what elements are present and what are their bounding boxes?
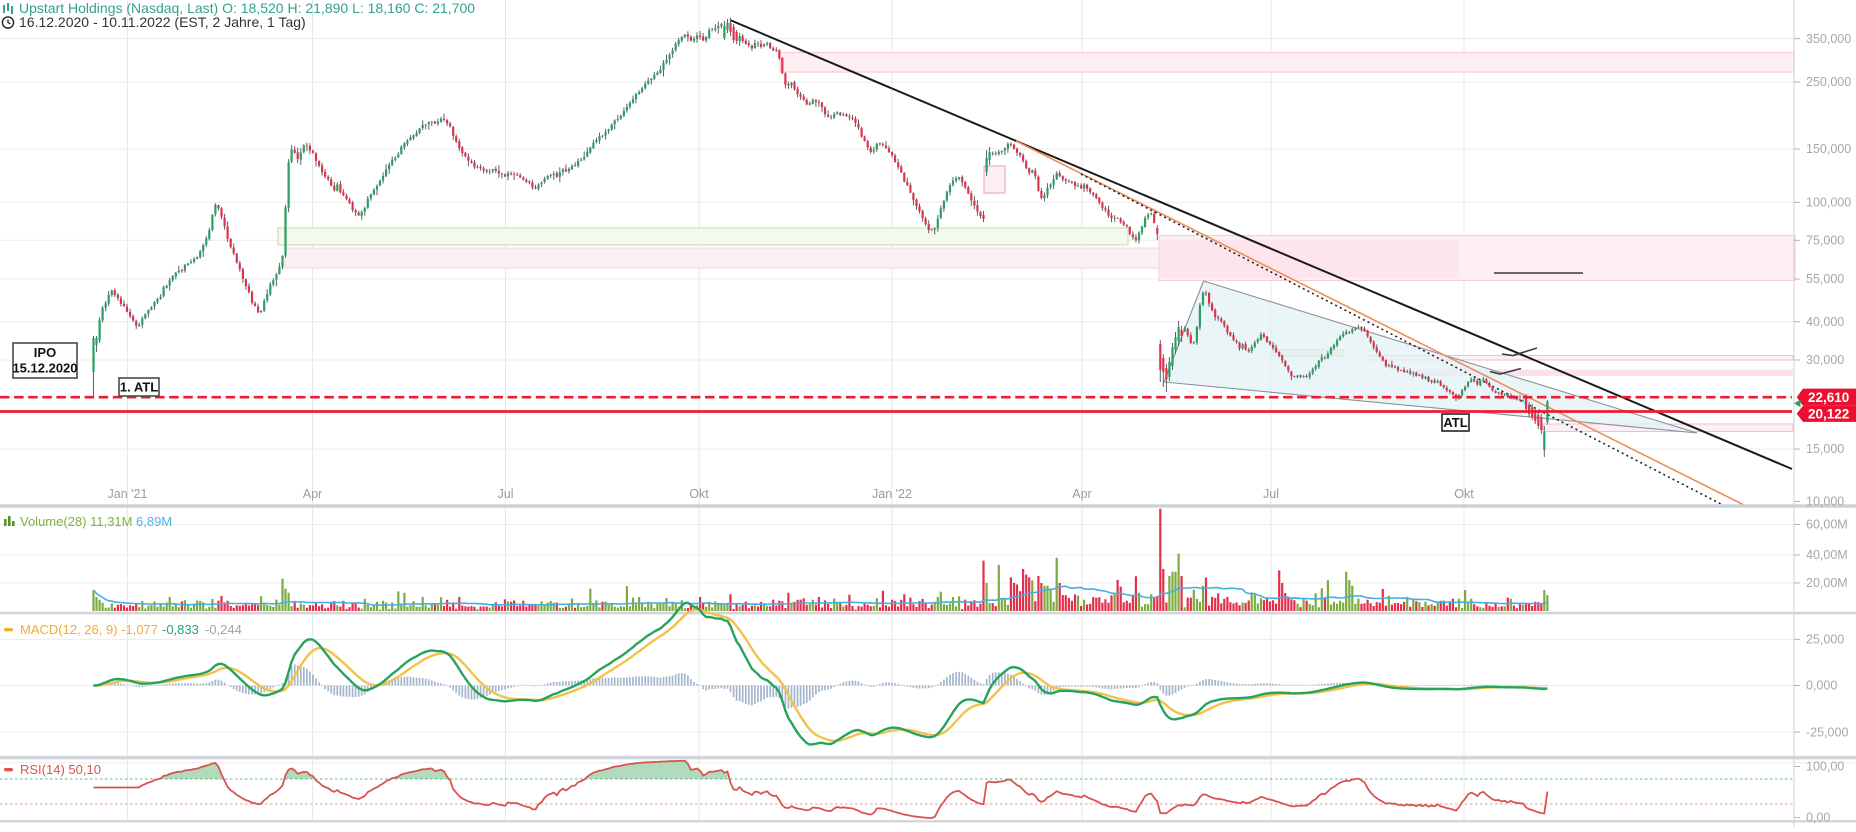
svg-text:Jan '22: Jan '22	[872, 487, 912, 501]
svg-text:Jul: Jul	[498, 487, 514, 501]
svg-text:20,122: 20,122	[1808, 407, 1849, 422]
svg-text:25,000: 25,000	[1806, 633, 1844, 647]
svg-text:16.12.2020 - 10.11.2022 (EST: 16.12.2020 - 10.11.2022 (EST, 2 Jahre, 1…	[19, 14, 306, 30]
svg-text:-0,244: -0,244	[205, 622, 242, 637]
svg-text:Upstart Holdings (Nasdaq, Last: Upstart Holdings (Nasdaq, Last) O: 18,52…	[19, 0, 475, 16]
svg-text:10,000: 10,000	[1806, 495, 1844, 509]
svg-text:22,610: 22,610	[1808, 390, 1849, 405]
svg-text:20,00M: 20,00M	[1806, 576, 1848, 590]
svg-text:6,89M: 6,89M	[136, 514, 172, 529]
svg-text:Okt: Okt	[689, 487, 709, 501]
svg-text:MACD(12, 26, 9) -1,077: MACD(12, 26, 9) -1,077	[20, 622, 158, 637]
svg-text:RSI(14) 50,10: RSI(14) 50,10	[20, 762, 101, 777]
svg-text:250,000: 250,000	[1806, 75, 1851, 89]
svg-text:150,000: 150,000	[1806, 142, 1851, 156]
svg-text:-0,833: -0,833	[162, 622, 199, 637]
svg-text:0,00: 0,00	[1806, 811, 1830, 825]
svg-text:60,00M: 60,00M	[1806, 518, 1848, 532]
svg-text:30,000: 30,000	[1806, 353, 1844, 367]
svg-text:1. ATL: 1. ATL	[120, 380, 158, 395]
svg-text:IPO: IPO	[34, 345, 56, 360]
svg-text:0,000: 0,000	[1806, 679, 1837, 693]
svg-text:Apr: Apr	[303, 487, 322, 501]
svg-text:100,00: 100,00	[1806, 760, 1844, 774]
svg-text:Okt: Okt	[1454, 487, 1474, 501]
svg-text:100,000: 100,000	[1806, 196, 1851, 210]
svg-text:40,00M: 40,00M	[1806, 548, 1848, 562]
svg-text:-25,000: -25,000	[1806, 725, 1848, 739]
svg-text:Apr: Apr	[1072, 487, 1091, 501]
svg-text:Jan '21: Jan '21	[108, 487, 148, 501]
svg-text:350,000: 350,000	[1806, 32, 1851, 46]
svg-text:15.12.2020: 15.12.2020	[12, 361, 77, 376]
svg-text:75,000: 75,000	[1806, 234, 1844, 248]
svg-text:55,000: 55,000	[1806, 272, 1844, 286]
svg-text:40,000: 40,000	[1806, 315, 1844, 329]
svg-text:ATL: ATL	[1443, 415, 1467, 430]
svg-text:15,000: 15,000	[1806, 442, 1844, 456]
svg-text:Jul: Jul	[1263, 487, 1279, 501]
svg-text:Volume(28) 11,31M: Volume(28) 11,31M	[20, 514, 133, 529]
